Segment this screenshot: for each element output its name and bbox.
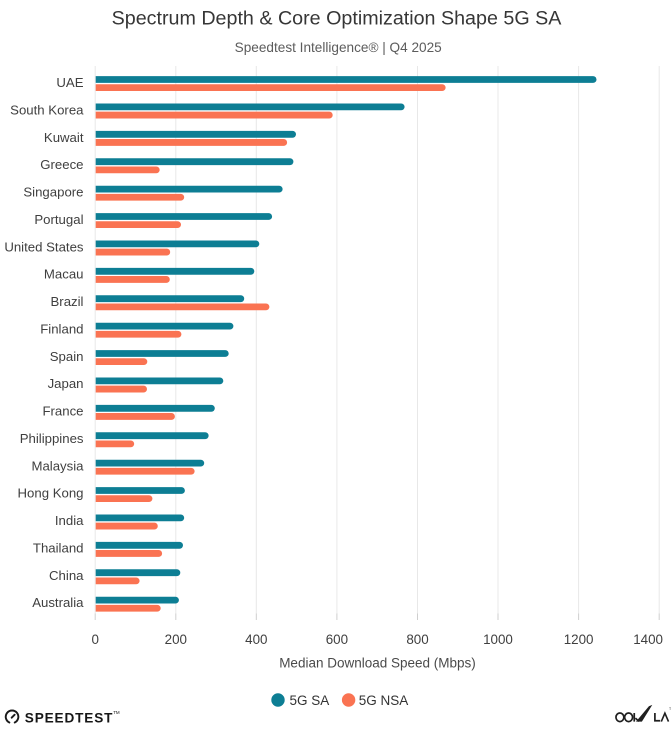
svg-text:5G NSA: 5G NSA (359, 693, 409, 708)
svg-text:Median Download Speed (Mbps): Median Download Speed (Mbps) (279, 656, 476, 671)
svg-text:Thailand: Thailand (33, 541, 84, 556)
svg-text:1400: 1400 (633, 632, 663, 647)
svg-text:Speedtest Intelligence® | Q4 2: Speedtest Intelligence® | Q4 2025 (235, 40, 442, 55)
svg-text:Malaysia: Malaysia (31, 458, 84, 473)
svg-text:SPEEDTEST: SPEEDTEST (25, 710, 113, 725)
svg-text:Singapore: Singapore (23, 185, 83, 200)
svg-text:India: India (55, 513, 84, 528)
svg-text:Brazil: Brazil (51, 294, 84, 309)
svg-text:Kuwait: Kuwait (44, 130, 84, 145)
svg-text:1000: 1000 (483, 632, 513, 647)
svg-text:Spain: Spain (50, 349, 84, 364)
svg-text:South Korea: South Korea (10, 102, 84, 117)
svg-text:Macau: Macau (44, 267, 84, 282)
svg-text:Greece: Greece (40, 157, 83, 172)
svg-text:5G SA: 5G SA (290, 693, 330, 708)
svg-text:800: 800 (406, 632, 428, 647)
svg-text:Portugal: Portugal (34, 212, 83, 227)
svg-text:TM: TM (113, 710, 120, 715)
svg-text:TM: TM (669, 707, 671, 711)
svg-text:Spectrum Depth & Core Optimiza: Spectrum Depth & Core Optimization Shape… (112, 8, 563, 30)
svg-text:400: 400 (245, 632, 267, 647)
svg-text:Finland: Finland (40, 321, 83, 336)
svg-text:Australia: Australia (32, 595, 84, 610)
svg-text:UAE: UAE (56, 75, 83, 90)
svg-text:600: 600 (326, 632, 348, 647)
svg-text:China: China (49, 568, 84, 583)
svg-text:United States: United States (4, 239, 84, 254)
svg-text:France: France (42, 404, 83, 419)
svg-text:Hong Kong: Hong Kong (18, 486, 84, 501)
svg-text:Japan: Japan (48, 376, 84, 391)
svg-text:0: 0 (91, 632, 98, 647)
svg-text:Philippines: Philippines (20, 431, 84, 446)
svg-text:1200: 1200 (564, 632, 594, 647)
svg-text:200: 200 (165, 632, 187, 647)
